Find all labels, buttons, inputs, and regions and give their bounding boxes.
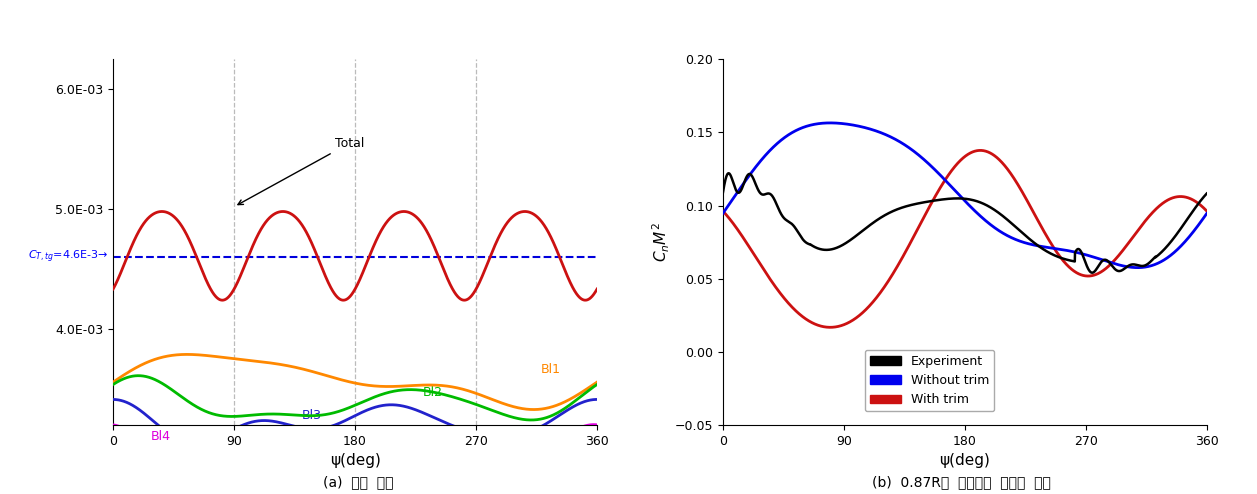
Text: (a)  로터  추력: (a) 로터 추력 <box>323 475 393 489</box>
Y-axis label: $C_n M^2$: $C_n M^2$ <box>650 222 671 262</box>
X-axis label: ψ(deg): ψ(deg) <box>939 453 991 468</box>
Legend: Experiment, Without trim, With trim: Experiment, Without trim, With trim <box>865 350 994 412</box>
X-axis label: ψ(deg): ψ(deg) <box>329 453 381 468</box>
Text: (b)  0.87R의  블레이드  수직력  계수: (b) 0.87R의 블레이드 수직력 계수 <box>872 475 1051 489</box>
Text: $C_{T,tg}$=4.6E-3→: $C_{T,tg}$=4.6E-3→ <box>28 249 108 265</box>
Text: Bl3: Bl3 <box>302 409 322 422</box>
Text: Bl1: Bl1 <box>541 363 561 376</box>
Text: Bl2: Bl2 <box>422 386 442 399</box>
Text: Total: Total <box>238 137 365 205</box>
Text: Bl4: Bl4 <box>151 430 171 443</box>
